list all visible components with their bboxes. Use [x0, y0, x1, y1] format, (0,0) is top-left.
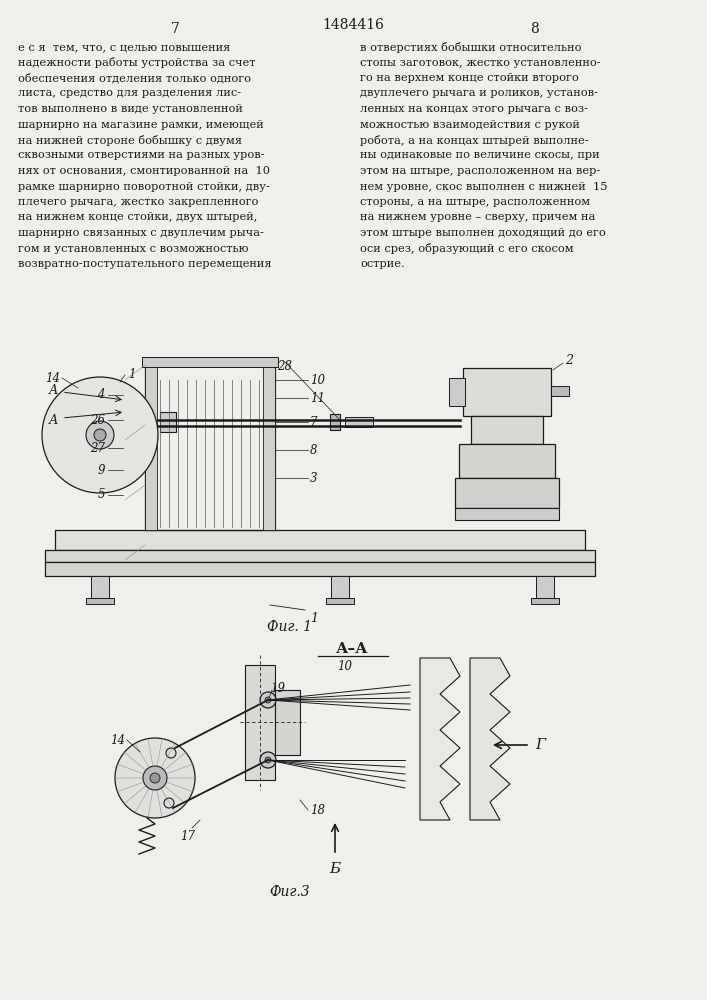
Bar — [531, 598, 559, 604]
Text: ленных на концах этого рычага с воз-: ленных на концах этого рычага с воз- — [360, 104, 588, 114]
Text: тов выполнено в виде установленной: тов выполнено в виде установленной — [18, 104, 243, 114]
Text: Г: Г — [535, 738, 545, 752]
Bar — [471, 416, 543, 444]
Polygon shape — [420, 658, 460, 820]
Text: листа, средство для разделения лис-: листа, средство для разделения лис- — [18, 89, 241, 99]
Text: 4: 4 — [98, 388, 105, 401]
Text: 27: 27 — [90, 442, 105, 454]
Text: А–А: А–А — [336, 642, 368, 656]
Text: 11: 11 — [310, 391, 325, 404]
Circle shape — [42, 377, 158, 493]
Text: 8: 8 — [310, 444, 317, 456]
Text: Б: Б — [329, 862, 341, 876]
Text: стопы заготовок, жестко установленно-: стопы заготовок, жестко установленно- — [360, 57, 601, 68]
Text: острие.: острие. — [360, 259, 404, 269]
Text: А: А — [49, 414, 58, 426]
Bar — [55, 530, 585, 550]
Bar — [145, 365, 157, 530]
Bar — [536, 576, 554, 598]
Circle shape — [265, 757, 271, 763]
Text: 1: 1 — [128, 368, 136, 381]
Circle shape — [265, 697, 271, 703]
Circle shape — [115, 738, 195, 818]
Circle shape — [86, 421, 114, 449]
Text: 7: 7 — [170, 22, 180, 36]
Text: на нижней стороне бобышку с двумя: на нижней стороне бобышку с двумя — [18, 135, 242, 146]
Bar — [45, 550, 595, 562]
Text: 5: 5 — [98, 488, 105, 502]
Circle shape — [164, 798, 174, 808]
Text: 9: 9 — [98, 464, 105, 477]
Text: Фиг. 1: Фиг. 1 — [267, 620, 312, 634]
Bar — [345, 417, 373, 427]
Polygon shape — [470, 658, 510, 820]
Bar — [142, 357, 278, 367]
Polygon shape — [245, 665, 275, 780]
Bar — [551, 386, 569, 396]
Text: 7: 7 — [310, 416, 317, 428]
Text: стороны, а на штыре, расположенном: стороны, а на штыре, расположенном — [360, 197, 590, 207]
Bar — [330, 414, 340, 430]
Circle shape — [143, 766, 167, 790]
Text: рамке шарнирно поворотной стойки, дву-: рамке шарнирно поворотной стойки, дву- — [18, 182, 270, 192]
Text: 10: 10 — [337, 660, 353, 673]
Text: шарнирно на магазине рамки, имеющей: шарнирно на магазине рамки, имеющей — [18, 119, 264, 129]
Bar — [331, 576, 349, 598]
Text: нях от основания, смонтированной на  10: нях от основания, смонтированной на 10 — [18, 166, 270, 176]
Text: обеспечения отделения только одного: обеспечения отделения только одного — [18, 73, 251, 84]
Text: плечего рычага, жестко закрепленного: плечего рычага, жестко закрепленного — [18, 197, 258, 207]
Text: го на верхнем конце стойки второго: го на верхнем конце стойки второго — [360, 73, 579, 83]
Bar — [455, 508, 559, 520]
Text: е с я  тем, что, с целью повышения: е с я тем, что, с целью повышения — [18, 42, 230, 52]
Text: 1: 1 — [310, 612, 318, 625]
Text: можностью взаимодействия с рукой: можностью взаимодействия с рукой — [360, 119, 580, 129]
Text: надежности работы устройства за счет: надежности работы устройства за счет — [18, 57, 255, 68]
Text: 18: 18 — [310, 804, 325, 816]
Text: шарнирно связанных с двуплечим рыча-: шарнирно связанных с двуплечим рыча- — [18, 228, 264, 238]
Text: 28: 28 — [278, 360, 293, 373]
Text: 17: 17 — [180, 830, 196, 843]
Text: гом и установленных с возможностью: гом и установленных с возможностью — [18, 243, 248, 253]
Text: в отверстиях бобышки относительно: в отверстиях бобышки относительно — [360, 42, 581, 53]
Text: робота, а на концах штырей выполне-: робота, а на концах штырей выполне- — [360, 135, 589, 146]
Text: на нижнем уровне – сверху, причем на: на нижнем уровне – сверху, причем на — [360, 213, 595, 223]
Text: 26: 26 — [90, 414, 105, 426]
Bar — [45, 562, 595, 576]
Text: 14: 14 — [110, 734, 125, 746]
Text: А: А — [49, 383, 58, 396]
Bar — [86, 598, 114, 604]
Circle shape — [166, 748, 176, 758]
Text: нем уровне, скос выполнен с нижней  15: нем уровне, скос выполнен с нижней 15 — [360, 182, 607, 192]
Text: двуплечего рычага и роликов, установ-: двуплечего рычага и роликов, установ- — [360, 89, 598, 99]
Text: сквозными отверстиями на разных уров-: сквозными отверстиями на разных уров- — [18, 150, 264, 160]
Bar — [455, 478, 559, 508]
Text: ны одинаковые по величине скосы, при: ны одинаковые по величине скосы, при — [360, 150, 600, 160]
Bar — [91, 576, 109, 598]
Text: 19: 19 — [270, 682, 285, 694]
Text: 3: 3 — [310, 472, 317, 485]
Text: Фиг.3: Фиг.3 — [269, 885, 310, 899]
Text: 1484416: 1484416 — [322, 18, 384, 32]
Circle shape — [260, 752, 276, 768]
Circle shape — [94, 429, 106, 441]
Bar — [160, 412, 176, 432]
Bar — [459, 444, 555, 478]
Bar — [326, 598, 354, 604]
Bar — [145, 365, 275, 530]
Circle shape — [150, 773, 160, 783]
Text: 14: 14 — [45, 371, 60, 384]
Text: оси срез, образующий с его скосом: оси срез, образующий с его скосом — [360, 243, 573, 254]
Text: 2: 2 — [565, 354, 573, 366]
Text: этом штыре выполнен доходящий до его: этом штыре выполнен доходящий до его — [360, 228, 606, 238]
Bar — [463, 368, 551, 416]
Text: на нижнем конце стойки, двух штырей,: на нижнем конце стойки, двух штырей, — [18, 213, 257, 223]
Text: 8: 8 — [531, 22, 539, 36]
Bar — [449, 378, 465, 406]
Text: 10: 10 — [310, 373, 325, 386]
Bar — [263, 365, 275, 530]
Circle shape — [260, 692, 276, 708]
Text: этом на штыре, расположенном на вер-: этом на штыре, расположенном на вер- — [360, 166, 600, 176]
Polygon shape — [275, 690, 300, 755]
Text: возвратно-поступательного перемещения: возвратно-поступательного перемещения — [18, 259, 271, 269]
